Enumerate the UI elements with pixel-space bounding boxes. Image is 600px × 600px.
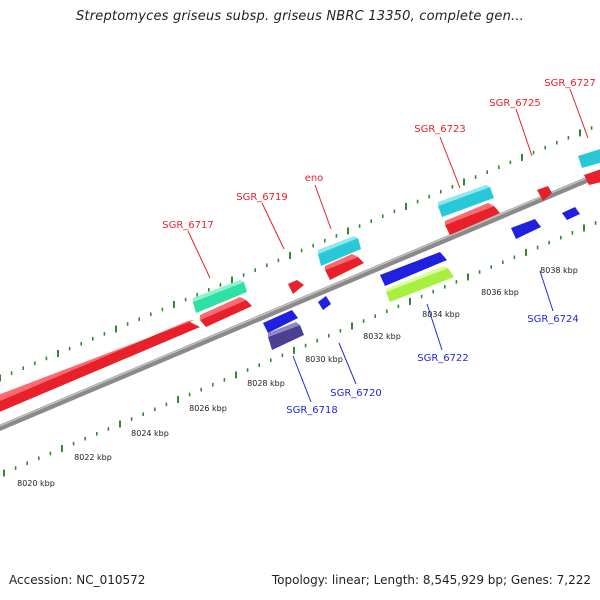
scale-label: 8026 kbp (189, 404, 227, 413)
lower-tick-row (3, 221, 597, 477)
scale-label: 8038 kbp (540, 266, 578, 275)
scale-label: 8032 kbp (363, 332, 401, 341)
genome-title: Streptomyces griseus subsp. griseus NBRC… (75, 9, 525, 24)
label-sgr6724: SGR_6724 (527, 314, 579, 325)
gene-block-sgr6722[interactable] (380, 252, 454, 302)
gene-block-sgr6718[interactable] (263, 310, 304, 350)
gene-block-sgr6720[interactable] (318, 296, 331, 310)
label-sgr6727: SGR_6727 (544, 78, 596, 89)
genome-backbone-highlight (0, 171, 600, 427)
gene-block-forward-long[interactable] (0, 320, 200, 416)
gene-block-sgr6719[interactable] (288, 280, 304, 294)
label-sgr6719: SGR_6719 (236, 192, 288, 203)
scale-label: 8036 kbp (481, 288, 519, 297)
label-sgr6717: SGR_6717 (162, 220, 214, 231)
upper-tick-row (0, 126, 593, 382)
accession-text: Accession: NC_010572 (9, 573, 146, 587)
gene-block-sgr6727[interactable] (584, 166, 600, 185)
topology-text: Topology: linear; Length: 8,545,929 bp; … (271, 573, 591, 587)
scale-label: 8024 kbp (131, 429, 169, 438)
label-eno: eno (305, 173, 324, 184)
label-sgr6723: SGR_6723 (414, 124, 466, 135)
scale-labels: 8020 kbp 8022 kbp 8024 kbp 8026 kbp 8028… (17, 266, 578, 488)
scale-label: 8022 kbp (74, 453, 112, 462)
gene-block-cyan-2[interactable] (318, 236, 361, 266)
label-sgr6718: SGR_6718 (286, 405, 338, 416)
gene-block-sgr6717[interactable] (200, 297, 252, 327)
genome-backbone (0, 170, 600, 432)
gene-block-cyan-3[interactable] (438, 185, 494, 217)
gene-block-sgr6725[interactable] (537, 186, 552, 201)
gene-block-eno[interactable] (325, 254, 364, 280)
gene-block-sgr6723[interactable] (445, 203, 500, 235)
label-connectors (187, 88, 589, 403)
gene-block-sgr6724[interactable] (511, 207, 580, 239)
scale-label: 8034 kbp (422, 310, 460, 319)
scale-label: 8028 kbp (247, 379, 285, 388)
scale-label: 8020 kbp (17, 479, 55, 488)
label-sgr6720: SGR_6720 (330, 388, 382, 399)
label-sgr6722: SGR_6722 (417, 353, 469, 364)
scale-label: 8030 kbp (305, 355, 343, 364)
label-sgr6725: SGR_6725 (489, 98, 541, 109)
gene-block-cyan-1[interactable] (193, 280, 247, 313)
gene-block-cyan-4[interactable] (578, 146, 600, 168)
